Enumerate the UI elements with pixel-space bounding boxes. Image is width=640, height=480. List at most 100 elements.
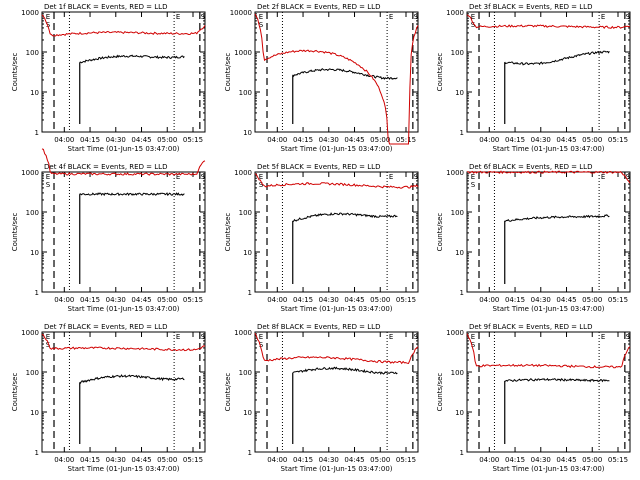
y-axis-label: Counts/sec <box>11 373 19 412</box>
plot-frame <box>466 331 631 453</box>
y-tick-label: 10 <box>243 249 252 257</box>
flag-e-left: E <box>46 333 50 341</box>
plot-frame <box>466 171 631 293</box>
events-series-line <box>292 68 398 80</box>
flag-e-right: E <box>389 333 393 341</box>
y-axis-label: Counts/sec <box>436 53 444 92</box>
x-tick-label: 04:45 <box>344 136 364 144</box>
x-axis-label: Start Time (01-Jun-15 03:47:00) <box>68 465 180 473</box>
x-tick-label: 05:15 <box>396 456 416 464</box>
y-tick-label: 1000 <box>446 169 464 177</box>
x-tick-label: 04:00 <box>54 296 74 304</box>
flag-s-left: S <box>46 181 51 189</box>
y-tick-label: 10 <box>30 89 39 97</box>
y-tick-label: 10000 <box>230 9 252 17</box>
y-tick-label: 1000 <box>21 329 39 337</box>
y-tick-label: 100 <box>239 89 252 97</box>
y-axis-label: Counts/sec <box>436 373 444 412</box>
x-tick-label: 04:15 <box>80 136 100 144</box>
events-series-line <box>292 366 398 375</box>
x-tick-label: 04:45 <box>344 296 364 304</box>
x-tick-label: 05:00 <box>582 456 602 464</box>
panel-title: Det 9f BLACK = Events, RED = LLD <box>469 323 592 331</box>
y-tick-label: 100 <box>26 209 39 217</box>
y-tick-label: 100 <box>26 49 39 57</box>
flag-s-right: S <box>626 173 631 181</box>
x-tick-label: 05:15 <box>183 296 203 304</box>
lld-series-line <box>41 148 206 176</box>
y-tick-label: 1 <box>35 289 39 297</box>
lld-series-line <box>466 333 631 369</box>
x-tick-label: 05:00 <box>370 296 390 304</box>
lld-series-line <box>254 13 419 145</box>
x-tick-label: 04:45 <box>131 136 151 144</box>
y-tick-label: 1000 <box>234 329 252 337</box>
x-tick-label: 04:30 <box>319 296 339 304</box>
y-tick-label: 1000 <box>21 169 39 177</box>
x-axis-label: Start Time (01-Jun-15 03:47:00) <box>281 305 393 313</box>
lld-series-line <box>254 332 419 365</box>
y-tick-label: 1000 <box>234 169 252 177</box>
flag-s-right: S <box>414 13 419 21</box>
flag-e-right: E <box>601 173 605 181</box>
flag-e-left: E <box>259 173 263 181</box>
y-tick-label: 1000 <box>21 9 39 17</box>
y-tick-label: 10 <box>455 249 464 257</box>
x-tick-label: 05:00 <box>157 296 177 304</box>
x-axis-label: Start Time (01-Jun-15 03:47:00) <box>493 145 605 153</box>
x-tick-label: 05:15 <box>183 136 203 144</box>
flag-s-right: S <box>201 333 206 341</box>
x-tick-label: 04:30 <box>531 296 551 304</box>
x-tick-label: 04:45 <box>556 136 576 144</box>
x-tick-label: 05:15 <box>396 296 416 304</box>
events-series-line <box>292 212 398 222</box>
x-tick-label: 04:00 <box>54 136 74 144</box>
y-tick-label: 100 <box>451 209 464 217</box>
lld-series-line <box>254 173 419 189</box>
events-series-line <box>504 377 610 383</box>
y-tick-label: 10 <box>30 409 39 417</box>
lld-series-line <box>41 14 206 37</box>
flag-e-left: E <box>471 13 475 21</box>
y-axis-label: Counts/sec <box>436 213 444 252</box>
y-tick-label: 100 <box>239 369 252 377</box>
x-tick-label: 04:30 <box>531 456 551 464</box>
flag-s-left: S <box>259 181 264 189</box>
x-tick-label: 04:15 <box>80 296 100 304</box>
x-tick-label: 04:30 <box>319 456 339 464</box>
flag-s-right: S <box>414 333 419 341</box>
flag-s-left: S <box>471 181 476 189</box>
x-tick-label: 04:15 <box>505 456 525 464</box>
plot-frame <box>254 171 419 293</box>
y-tick-label: 100 <box>451 369 464 377</box>
lld-series-line <box>467 170 631 184</box>
x-tick-label: 04:45 <box>344 456 364 464</box>
y-tick-label: 1 <box>35 449 39 457</box>
flag-e-right: E <box>176 13 180 21</box>
y-axis-label: Counts/sec <box>224 53 232 92</box>
x-tick-label: 05:00 <box>582 296 602 304</box>
flag-e-right: E <box>601 333 605 341</box>
y-tick-label: 100 <box>239 209 252 217</box>
flag-e-right: E <box>389 173 393 181</box>
y-axis-label: Counts/sec <box>224 213 232 252</box>
x-tick-label: 04:15 <box>80 456 100 464</box>
x-tick-label: 04:30 <box>106 456 126 464</box>
flag-e-left: E <box>46 173 50 181</box>
x-tick-label: 05:00 <box>157 136 177 144</box>
x-tick-label: 04:15 <box>293 136 313 144</box>
y-tick-label: 1 <box>248 289 252 297</box>
flag-s-right: S <box>626 13 631 21</box>
x-tick-label: 04:45 <box>131 296 151 304</box>
x-axis-label: Start Time (01-Jun-15 03:47:00) <box>68 305 180 313</box>
y-tick-label: 1 <box>35 129 39 137</box>
events-series-line <box>504 214 610 222</box>
x-tick-label: 05:15 <box>608 456 628 464</box>
flag-e-right: E <box>176 333 180 341</box>
flag-e-left: E <box>259 13 263 21</box>
plot-frame <box>41 331 206 453</box>
plot-frame <box>254 11 419 133</box>
x-tick-label: 04:45 <box>556 456 576 464</box>
x-tick-label: 04:45 <box>131 456 151 464</box>
